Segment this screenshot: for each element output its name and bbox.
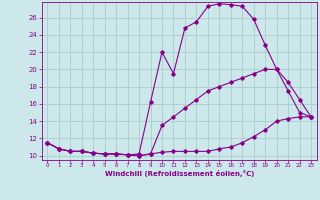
X-axis label: Windchill (Refroidissement éolien,°C): Windchill (Refroidissement éolien,°C) xyxy=(105,170,254,177)
